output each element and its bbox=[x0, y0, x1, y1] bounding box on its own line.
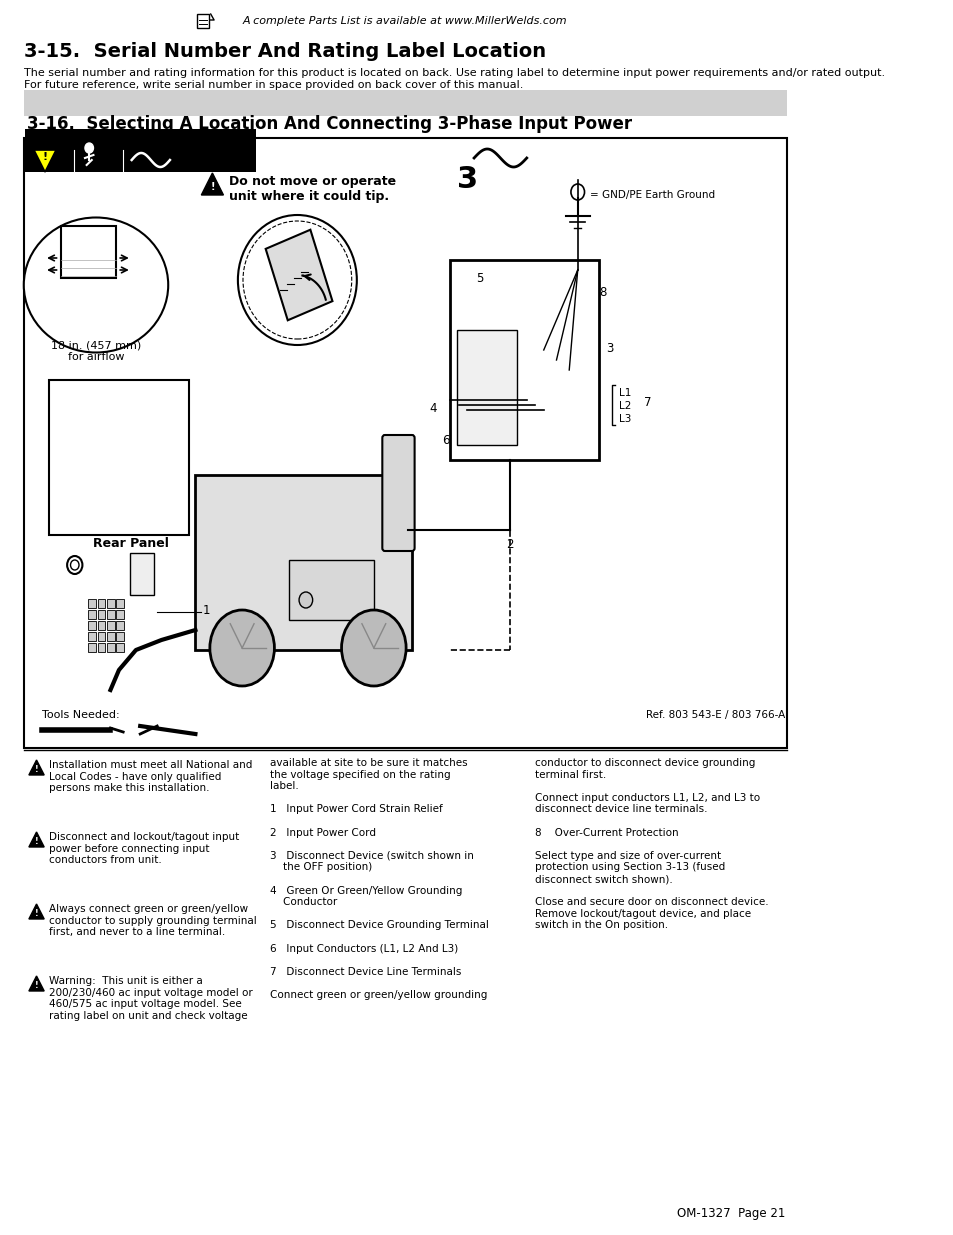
FancyBboxPatch shape bbox=[456, 330, 516, 445]
Polygon shape bbox=[29, 976, 44, 990]
Polygon shape bbox=[29, 760, 44, 776]
FancyBboxPatch shape bbox=[130, 553, 153, 595]
Text: !: ! bbox=[34, 764, 38, 773]
Text: Disconnect and lockout/tagout input
power before connecting input
conductors fro: Disconnect and lockout/tagout input powe… bbox=[50, 832, 239, 866]
Circle shape bbox=[298, 592, 313, 608]
FancyBboxPatch shape bbox=[97, 643, 105, 652]
Text: L2: L2 bbox=[618, 401, 630, 411]
Text: !: ! bbox=[210, 182, 214, 191]
Text: 3-15.  Serial Number And Rating Label Location: 3-15. Serial Number And Rating Label Loc… bbox=[24, 42, 545, 61]
FancyBboxPatch shape bbox=[116, 643, 124, 652]
Text: 5: 5 bbox=[476, 272, 483, 284]
Text: 6: 6 bbox=[442, 433, 449, 447]
FancyBboxPatch shape bbox=[107, 621, 114, 630]
Circle shape bbox=[341, 610, 406, 685]
Text: 3: 3 bbox=[456, 165, 477, 194]
Polygon shape bbox=[265, 230, 332, 320]
Text: L1: L1 bbox=[618, 388, 630, 398]
FancyBboxPatch shape bbox=[25, 128, 255, 172]
FancyBboxPatch shape bbox=[97, 610, 105, 619]
Text: A complete Parts List is available at www.MillerWelds.com: A complete Parts List is available at ww… bbox=[243, 16, 567, 26]
FancyBboxPatch shape bbox=[89, 632, 96, 641]
FancyBboxPatch shape bbox=[24, 138, 786, 748]
Ellipse shape bbox=[237, 215, 356, 345]
Text: available at site to be sure it matches
the voltage specified on the rating
labe: available at site to be sure it matches … bbox=[270, 758, 489, 1000]
FancyBboxPatch shape bbox=[107, 632, 114, 641]
Text: Rear Panel: Rear Panel bbox=[93, 537, 169, 550]
FancyBboxPatch shape bbox=[89, 599, 96, 608]
FancyBboxPatch shape bbox=[89, 643, 96, 652]
FancyBboxPatch shape bbox=[195, 475, 412, 650]
FancyBboxPatch shape bbox=[289, 559, 374, 620]
Text: Installation must meet all National and
Local Codes - have only qualified
person: Installation must meet all National and … bbox=[50, 760, 253, 793]
Text: OM-1327  Page 21: OM-1327 Page 21 bbox=[676, 1207, 784, 1220]
Text: Ref. 803 543-E / 803 766-A: Ref. 803 543-E / 803 766-A bbox=[645, 710, 784, 720]
Text: The serial number and rating information for this product is located on back. Us: The serial number and rating information… bbox=[24, 68, 884, 90]
FancyBboxPatch shape bbox=[116, 610, 124, 619]
Text: Always connect green or green/yellow
conductor to supply grounding terminal
firs: Always connect green or green/yellow con… bbox=[50, 904, 256, 937]
FancyBboxPatch shape bbox=[24, 90, 786, 116]
Text: 3: 3 bbox=[606, 342, 613, 354]
Text: Warning:  This unit is either a
200/230/460 ac input voltage model or
460/575 ac: Warning: This unit is either a 200/230/4… bbox=[50, 976, 253, 1021]
Text: 2: 2 bbox=[505, 538, 513, 552]
Text: !: ! bbox=[34, 836, 38, 846]
FancyBboxPatch shape bbox=[197, 14, 209, 28]
FancyBboxPatch shape bbox=[116, 632, 124, 641]
FancyBboxPatch shape bbox=[97, 599, 105, 608]
FancyBboxPatch shape bbox=[116, 621, 124, 630]
Ellipse shape bbox=[24, 217, 168, 352]
Text: 1: 1 bbox=[202, 604, 210, 616]
FancyBboxPatch shape bbox=[89, 610, 96, 619]
Text: L3: L3 bbox=[618, 414, 630, 424]
Polygon shape bbox=[29, 904, 44, 919]
FancyBboxPatch shape bbox=[450, 261, 598, 459]
Text: !: ! bbox=[34, 909, 38, 918]
FancyBboxPatch shape bbox=[89, 621, 96, 630]
Text: 3-16.  Selecting A Location And Connecting 3-Phase Input Power: 3-16. Selecting A Location And Connectin… bbox=[27, 115, 632, 133]
Text: 4: 4 bbox=[429, 401, 436, 415]
Polygon shape bbox=[201, 173, 223, 195]
Circle shape bbox=[85, 143, 93, 153]
FancyBboxPatch shape bbox=[382, 435, 415, 551]
FancyBboxPatch shape bbox=[97, 621, 105, 630]
Circle shape bbox=[67, 556, 82, 574]
Text: = GND/PE Earth Ground: = GND/PE Earth Ground bbox=[590, 190, 715, 200]
Text: !: ! bbox=[34, 981, 38, 989]
Polygon shape bbox=[34, 149, 56, 172]
Text: Do not move or operate
unit where it could tip.: Do not move or operate unit where it cou… bbox=[229, 175, 396, 203]
Ellipse shape bbox=[243, 221, 352, 338]
Circle shape bbox=[210, 610, 274, 685]
Text: Tools Needed:: Tools Needed: bbox=[43, 710, 120, 720]
Text: !: ! bbox=[43, 152, 48, 162]
Circle shape bbox=[570, 184, 584, 200]
Text: conductor to disconnect device grounding
terminal first.

Connect input conducto: conductor to disconnect device grounding… bbox=[535, 758, 768, 930]
Text: 18 in. (457 mm)
for airflow: 18 in. (457 mm) for airflow bbox=[51, 340, 141, 362]
FancyBboxPatch shape bbox=[61, 226, 116, 278]
FancyBboxPatch shape bbox=[107, 643, 114, 652]
Text: 8: 8 bbox=[598, 285, 606, 299]
FancyBboxPatch shape bbox=[107, 599, 114, 608]
FancyBboxPatch shape bbox=[107, 610, 114, 619]
FancyBboxPatch shape bbox=[116, 599, 124, 608]
Circle shape bbox=[71, 559, 79, 571]
FancyBboxPatch shape bbox=[50, 380, 190, 535]
Polygon shape bbox=[29, 832, 44, 847]
Text: 7: 7 bbox=[643, 396, 651, 410]
FancyBboxPatch shape bbox=[97, 632, 105, 641]
